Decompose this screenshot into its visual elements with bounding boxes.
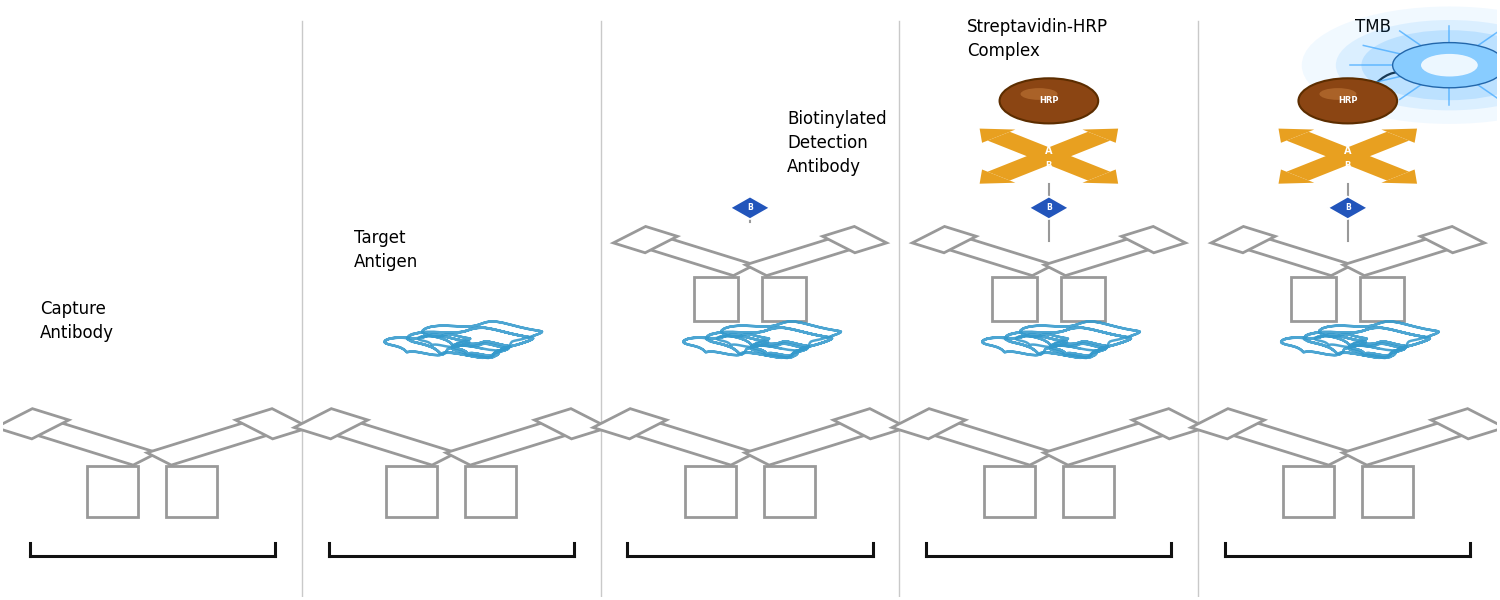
Polygon shape	[534, 409, 608, 439]
Polygon shape	[1083, 128, 1118, 143]
Bar	[693, 277, 738, 321]
Ellipse shape	[1299, 79, 1396, 124]
Text: B: B	[1344, 161, 1352, 170]
Polygon shape	[987, 152, 1060, 181]
Polygon shape	[746, 234, 866, 275]
Text: Streptavidin-HRP
Complex: Streptavidin-HRP Complex	[966, 17, 1108, 60]
Polygon shape	[20, 418, 158, 465]
Bar	[1064, 466, 1113, 517]
Polygon shape	[1431, 409, 1500, 439]
Bar	[1362, 466, 1413, 517]
Ellipse shape	[1320, 88, 1356, 100]
Text: Biotinylated
Detection
Antibody: Biotinylated Detection Antibody	[788, 110, 886, 176]
Bar	[1060, 277, 1106, 321]
Circle shape	[1362, 30, 1500, 100]
Bar	[762, 277, 807, 321]
Polygon shape	[987, 132, 1060, 161]
Polygon shape	[980, 128, 1016, 143]
Bar	[993, 277, 1036, 321]
Polygon shape	[834, 409, 908, 439]
Polygon shape	[1287, 152, 1359, 181]
Polygon shape	[1336, 132, 1408, 161]
Bar	[764, 466, 814, 517]
Circle shape	[1302, 7, 1500, 124]
Text: A: A	[1046, 146, 1053, 156]
Polygon shape	[1344, 234, 1462, 275]
Polygon shape	[236, 409, 309, 439]
Bar	[686, 466, 736, 517]
Polygon shape	[1215, 418, 1353, 465]
Polygon shape	[730, 197, 770, 219]
Text: TMB: TMB	[1356, 17, 1392, 35]
Text: B: B	[1046, 161, 1052, 170]
Bar	[87, 466, 138, 517]
Polygon shape	[1038, 152, 1110, 181]
Text: B: B	[1046, 203, 1052, 212]
Polygon shape	[1420, 226, 1485, 253]
Circle shape	[1336, 20, 1500, 110]
Polygon shape	[1044, 418, 1180, 465]
Text: Capture
Antibody: Capture Antibody	[40, 300, 114, 342]
Polygon shape	[1233, 234, 1353, 275]
Polygon shape	[980, 169, 1016, 184]
Bar	[1282, 466, 1334, 517]
Polygon shape	[147, 418, 285, 465]
Polygon shape	[294, 409, 368, 439]
Polygon shape	[618, 418, 754, 465]
Polygon shape	[1336, 152, 1408, 181]
Ellipse shape	[999, 79, 1098, 124]
Polygon shape	[1382, 128, 1417, 143]
Circle shape	[1420, 54, 1478, 76]
Ellipse shape	[1020, 88, 1058, 100]
Polygon shape	[634, 234, 754, 275]
Polygon shape	[1328, 197, 1368, 219]
Polygon shape	[1029, 197, 1069, 219]
Polygon shape	[933, 234, 1053, 275]
Polygon shape	[592, 409, 666, 439]
Polygon shape	[892, 409, 966, 439]
Text: HRP: HRP	[1040, 97, 1059, 106]
Polygon shape	[912, 226, 976, 253]
Polygon shape	[1191, 409, 1264, 439]
Polygon shape	[0, 409, 69, 439]
Polygon shape	[1210, 226, 1275, 253]
Polygon shape	[1342, 418, 1480, 465]
Polygon shape	[1044, 234, 1164, 275]
Polygon shape	[320, 418, 456, 465]
Polygon shape	[1083, 169, 1118, 184]
Polygon shape	[822, 226, 886, 253]
Polygon shape	[1038, 132, 1110, 161]
Text: Target
Antigen: Target Antigen	[354, 229, 419, 271]
Polygon shape	[1278, 169, 1314, 184]
Polygon shape	[1278, 128, 1314, 143]
Text: B: B	[747, 203, 753, 212]
Polygon shape	[1382, 169, 1417, 184]
Bar	[465, 466, 516, 517]
Polygon shape	[746, 418, 882, 465]
Circle shape	[1392, 43, 1500, 88]
Polygon shape	[446, 418, 584, 465]
Bar	[166, 466, 218, 517]
Bar	[984, 466, 1035, 517]
Bar	[1292, 277, 1335, 321]
Text: B: B	[1346, 203, 1350, 212]
Text: HRP: HRP	[1338, 97, 1358, 106]
Polygon shape	[614, 226, 678, 253]
Polygon shape	[1132, 409, 1206, 439]
Bar	[387, 466, 436, 517]
Polygon shape	[1287, 132, 1359, 161]
Polygon shape	[916, 418, 1054, 465]
Text: A: A	[1344, 146, 1352, 156]
Polygon shape	[1122, 226, 1185, 253]
Bar	[1360, 277, 1404, 321]
